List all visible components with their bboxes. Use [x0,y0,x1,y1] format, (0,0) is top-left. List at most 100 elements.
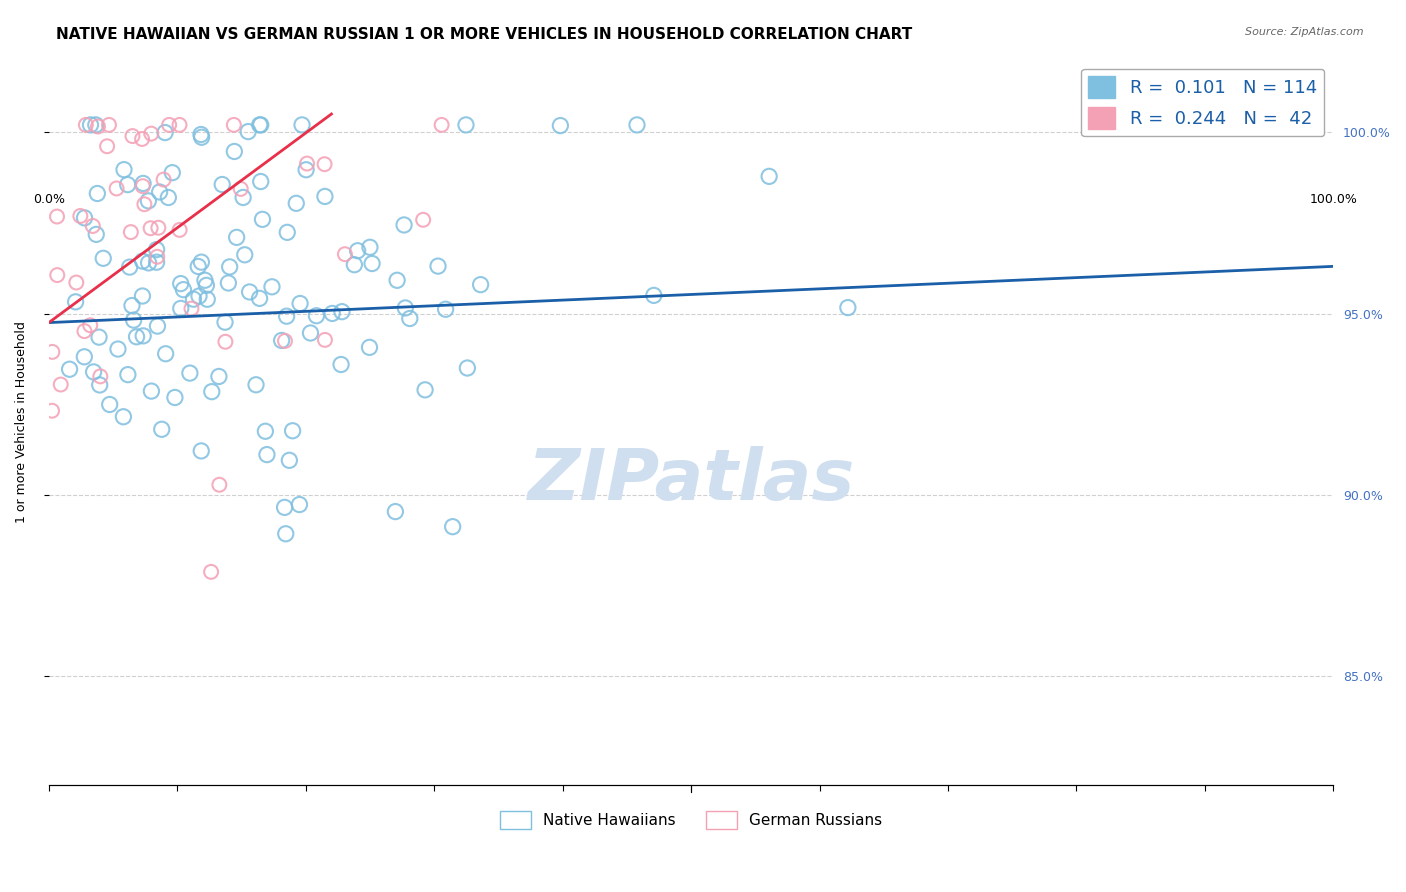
Point [758,169,780,184]
Point [394,301,416,315]
Point [145,243,167,257]
Point [249,175,271,189]
Point [69,209,91,223]
Point [125,330,148,344]
Point [131,254,153,268]
Point [73,324,96,338]
Point [413,383,436,397]
Point [270,334,292,348]
Point [384,505,406,519]
Point [195,292,218,306]
Point [427,259,450,273]
Point [132,179,155,194]
Point [117,368,139,382]
Point [46,268,69,282]
Point [245,377,267,392]
Point [276,225,298,239]
Point [65,294,87,309]
Point [211,178,233,192]
Point [163,391,186,405]
Point [343,258,366,272]
Point [454,118,477,132]
Point [149,185,172,199]
Point [98,118,121,132]
Point [117,178,139,192]
Point [84,227,107,242]
Point [299,326,322,340]
Point [180,301,202,316]
Point [249,118,271,132]
Point [434,302,457,317]
Point [252,212,274,227]
Point [643,288,665,302]
Point [222,118,245,132]
Point [172,283,194,297]
Point [79,118,101,132]
Point [314,189,336,203]
Point [441,519,464,533]
Point [330,304,353,318]
Point [41,403,63,417]
Point [146,319,169,334]
Point [105,181,128,195]
Point [208,369,231,384]
Point [150,422,173,436]
Point [73,350,96,364]
Point [65,276,87,290]
Point [190,128,212,142]
Point [162,166,184,180]
Point [132,329,155,343]
Point [112,162,135,177]
Point [232,190,254,204]
Point [188,289,211,303]
Point [470,277,492,292]
Point [73,211,96,225]
Point [153,126,176,140]
Point [170,301,193,316]
Point [122,313,145,327]
Point [288,296,311,310]
Point [256,448,278,462]
Point [155,347,177,361]
Point [58,362,80,376]
Point [170,277,193,291]
Point [550,119,572,133]
Point [134,197,156,211]
Point [361,256,384,270]
Point [330,358,353,372]
Point [214,334,236,349]
Point [169,118,191,132]
Point [82,219,104,233]
Point [456,361,478,376]
Point [138,194,160,208]
Point [83,365,105,379]
Point [208,477,231,491]
Point [249,118,271,132]
Point [138,256,160,270]
Point [225,230,247,244]
Text: 100.0%: 100.0% [1309,193,1357,206]
Point [291,118,314,132]
Point [79,318,101,333]
Point [249,291,271,305]
Point [120,225,142,239]
Point [224,145,246,159]
Point [238,125,260,139]
Point [273,500,295,515]
Point [229,182,252,196]
Point [626,118,648,132]
Point [139,221,162,235]
Point [837,301,859,315]
Point [87,120,110,134]
Point [430,118,453,132]
Point [148,220,170,235]
Point [233,248,256,262]
Point [118,260,141,274]
Point [359,240,381,254]
Point [201,384,224,399]
Point [49,377,72,392]
Point [179,366,201,380]
Point [274,334,297,348]
Point [96,139,118,153]
Point [295,156,318,170]
